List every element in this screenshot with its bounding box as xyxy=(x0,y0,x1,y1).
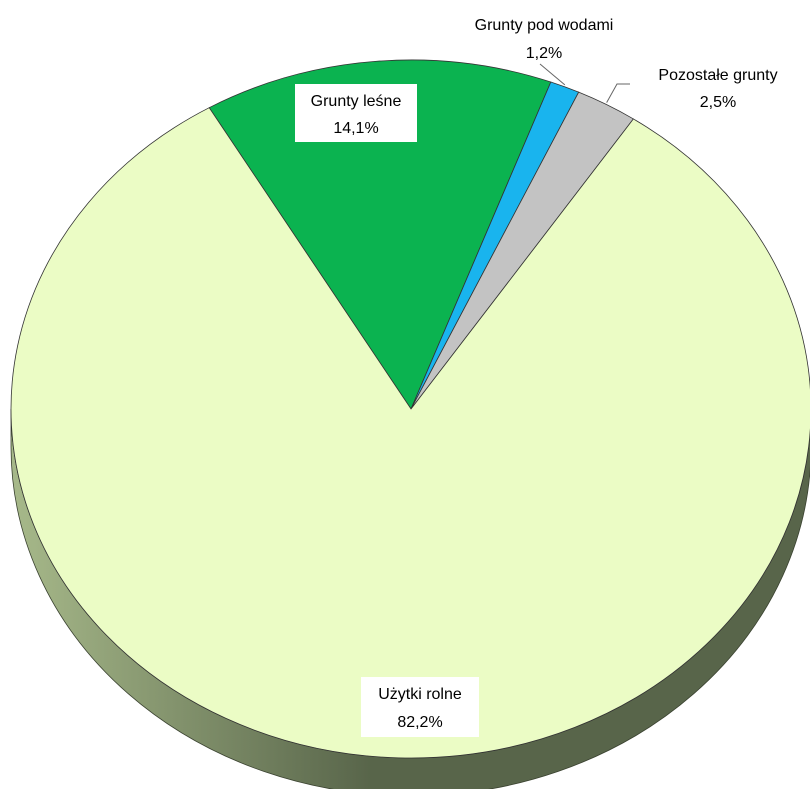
label-box xyxy=(361,677,479,737)
leader-line-pozostale-grunty xyxy=(606,83,630,103)
slice-label-value: 2,5% xyxy=(700,94,736,111)
pie-slices xyxy=(10,59,810,759)
slice-label-grunty-pod-wodami: Grunty pod wodami 1,2% xyxy=(475,17,614,62)
leader-line-grunty-pod-wodami xyxy=(539,63,566,86)
slice-label-uzytki-rolne: Użytki rolne 82,2% xyxy=(361,677,479,737)
slice-label-value: 82,2% xyxy=(397,714,442,731)
slice-label-value: 1,2% xyxy=(526,45,562,62)
slice-label-grunty-lesne: Grunty leśne 14,1% xyxy=(295,84,417,142)
slice-label-name: Grunty pod wodami xyxy=(475,17,614,34)
slice-label-pozostale-grunty: Pozostałe grunty 2,5% xyxy=(658,67,777,111)
label-box xyxy=(295,84,417,142)
slice-label-name: Grunty leśne xyxy=(311,93,402,110)
pie-slice-użytki-rolne xyxy=(10,107,810,759)
pie-slice-grunty-leśne xyxy=(208,59,552,410)
slice-label-name: Pozostałe grunty xyxy=(658,67,777,84)
slice-label-value: 14,1% xyxy=(333,120,378,137)
leader-lines xyxy=(539,63,630,103)
slice-label-name: Użytki rolne xyxy=(378,686,462,703)
